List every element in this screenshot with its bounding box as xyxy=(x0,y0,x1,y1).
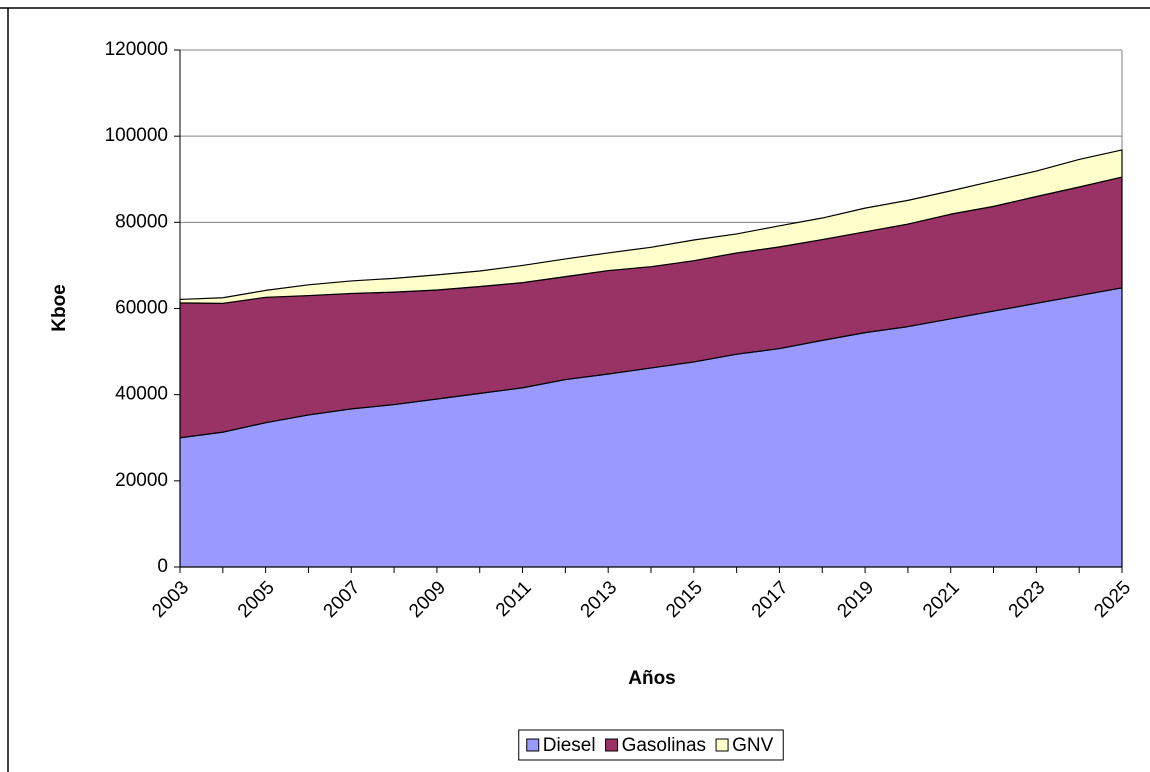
y-tick-label: 40000 xyxy=(115,384,168,405)
x-tick-label: 2019 xyxy=(833,577,878,622)
x-tick-label: 2011 xyxy=(492,577,536,621)
y-tick-label: 60000 xyxy=(115,298,168,319)
x-tick-label: 2021 xyxy=(919,577,964,622)
x-tick-label: 2003 xyxy=(148,577,193,622)
legend-label: Diesel xyxy=(543,735,596,756)
x-tick-label: 2025 xyxy=(1090,577,1135,622)
legend-swatch xyxy=(526,738,540,752)
legend-box xyxy=(518,729,784,761)
x-tick-label: 2015 xyxy=(662,577,707,622)
x-tick-label: 2023 xyxy=(1005,577,1050,622)
legend-swatch xyxy=(605,738,619,752)
x-tick-label: 2009 xyxy=(405,577,450,622)
x-tick-label: 2017 xyxy=(748,577,793,622)
legend-label: GNV xyxy=(732,735,774,756)
area-2 xyxy=(179,149,1123,304)
x-tick-label: 2007 xyxy=(320,577,365,622)
legend-swatch xyxy=(715,738,729,752)
legend-label: Gasolinas xyxy=(622,735,707,756)
y-tick-label: 80000 xyxy=(115,211,168,232)
x-tick-label: 2013 xyxy=(577,577,622,622)
y-tick-label: 100000 xyxy=(105,125,168,146)
y-tick-label: 120000 xyxy=(105,39,168,60)
x-tick-label: 2005 xyxy=(234,577,279,622)
legend: Diesel Gasolinas GNV xyxy=(518,729,784,761)
x-axis-title: Años xyxy=(628,668,676,689)
y-tick-label: 20000 xyxy=(115,470,168,491)
y-axis-title: Kboe xyxy=(49,284,70,332)
y-tick-label: 0 xyxy=(157,556,168,577)
